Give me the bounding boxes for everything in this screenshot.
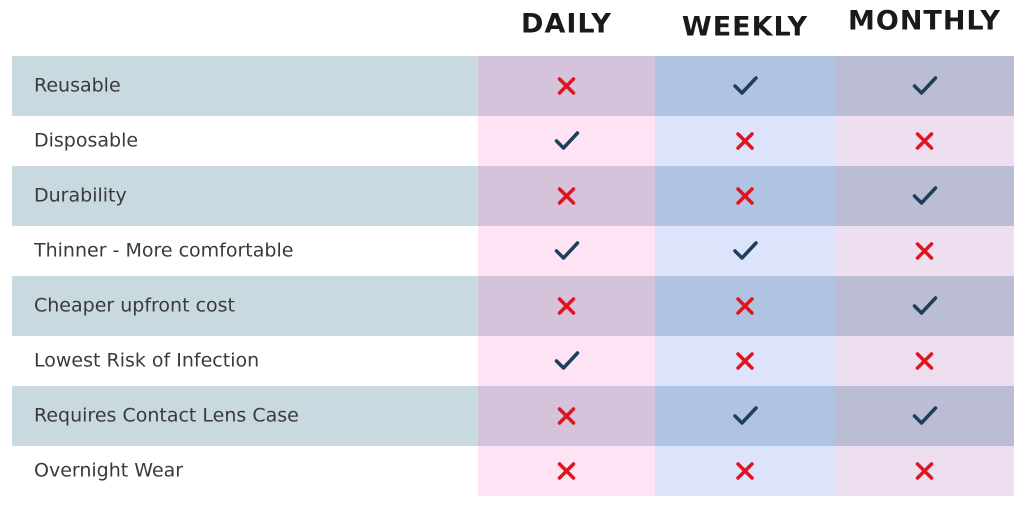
cell-background xyxy=(478,116,655,166)
cross-icon xyxy=(915,132,934,150)
row-label: Disposable xyxy=(34,130,138,152)
check-icon xyxy=(912,76,938,95)
cross-icon xyxy=(915,462,934,480)
check-icon xyxy=(733,406,758,425)
row-label: Overnight Wear xyxy=(34,460,183,482)
row-label: Reusable xyxy=(34,75,121,97)
cross-icon xyxy=(557,297,576,315)
cross-icon xyxy=(736,132,754,150)
column-header: MONTHLY xyxy=(848,6,1001,37)
column-header: DAILY xyxy=(521,9,612,40)
cross-icon xyxy=(915,352,934,370)
cross-icon xyxy=(736,187,754,205)
cell-background xyxy=(655,56,835,116)
cross-icon xyxy=(557,407,576,425)
row-background xyxy=(12,56,478,116)
cell-background xyxy=(835,276,1014,336)
check-icon xyxy=(912,186,938,205)
row-label: Lowest Risk of Infection xyxy=(34,350,259,372)
row-label: Cheaper upfront cost xyxy=(34,295,235,317)
column-header: WEEKLY xyxy=(682,12,808,43)
check-icon xyxy=(912,296,938,315)
row-background xyxy=(12,386,478,446)
cell-background xyxy=(478,226,655,276)
row-label: Thinner - More comfortable xyxy=(33,240,293,262)
check-icon xyxy=(554,131,580,150)
check-icon xyxy=(554,351,580,370)
cross-icon xyxy=(736,462,754,480)
cell-background xyxy=(835,166,1014,226)
check-icon xyxy=(912,406,938,425)
cell-background xyxy=(655,386,835,446)
cell-background xyxy=(655,226,835,276)
cross-icon xyxy=(557,77,576,95)
check-icon xyxy=(733,76,758,95)
cell-background xyxy=(835,386,1014,446)
row-label: Requires Contact Lens Case xyxy=(34,405,299,427)
check-icon xyxy=(733,241,758,260)
row-background xyxy=(12,166,478,226)
row-background xyxy=(12,276,478,336)
cross-icon xyxy=(557,187,576,205)
check-icon xyxy=(554,241,580,260)
cross-icon xyxy=(915,242,934,260)
cross-icon xyxy=(557,462,576,480)
row-label: Durability xyxy=(34,185,127,207)
cross-icon xyxy=(736,297,754,315)
cell-background xyxy=(835,56,1014,116)
cell-background xyxy=(478,336,655,386)
cross-icon xyxy=(736,352,754,370)
